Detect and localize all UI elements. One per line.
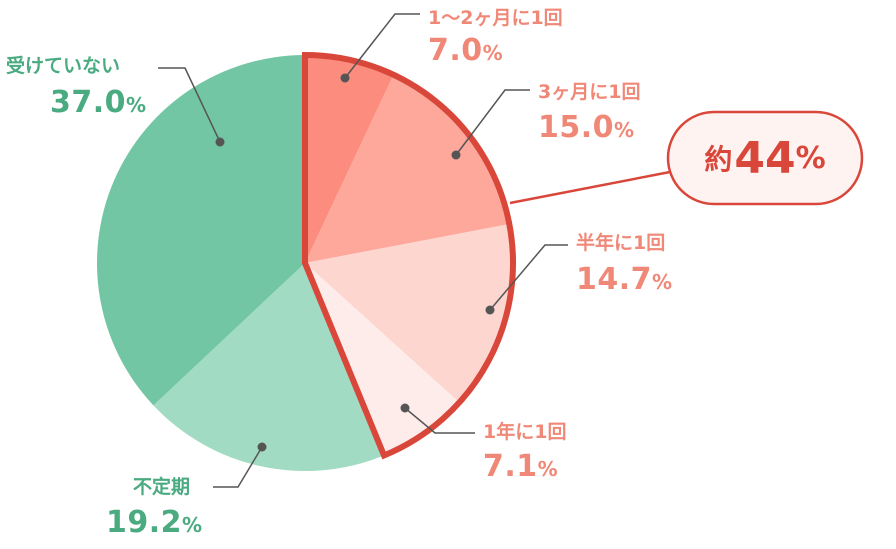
slice-value-half-year: 14.7% bbox=[576, 262, 673, 297]
leader-line-4 bbox=[213, 446, 263, 488]
slice-value-3-months: 15.0% bbox=[538, 110, 635, 145]
leader-dot-5 bbox=[215, 137, 225, 147]
pie-slice-0 bbox=[305, 55, 394, 263]
leader-dot-4 bbox=[257, 442, 267, 452]
slice-value-irregular: 19.2% bbox=[106, 505, 203, 540]
slice-label-not-receiving: 受けていない bbox=[6, 55, 121, 77]
slice-label-1-2-months: 1〜2ヶ月に1回 bbox=[428, 7, 563, 29]
leader-line-5 bbox=[158, 67, 221, 143]
leader-line-0 bbox=[344, 13, 420, 79]
pie-slice-2 bbox=[305, 224, 513, 403]
leader-line-2 bbox=[489, 244, 568, 311]
leader-dot-0 bbox=[340, 73, 350, 83]
leader-dot-2 bbox=[485, 305, 495, 315]
callout-connector bbox=[509, 170, 671, 205]
slice-label-1-year: 1年に1回 bbox=[483, 421, 567, 443]
pie-slice-5 bbox=[97, 55, 305, 406]
leader-dot-3 bbox=[400, 403, 410, 413]
slice-value-1-2-months: 7.0% bbox=[428, 33, 504, 68]
highlight-callout-text: 約 44% bbox=[704, 132, 826, 184]
leader-dot-1 bbox=[451, 150, 461, 160]
pie-slice-3 bbox=[305, 263, 460, 456]
slice-label-3-months: 3ヶ月に1回 bbox=[538, 81, 641, 103]
slice-label-half-year: 半年に1回 bbox=[576, 232, 666, 254]
highlight-border bbox=[302, 51, 516, 460]
highlight-callout-bubble bbox=[666, 110, 864, 206]
pie-slice-1 bbox=[305, 74, 510, 263]
slice-label-irregular: 不定期 bbox=[133, 476, 191, 498]
leader-line-1 bbox=[455, 89, 530, 156]
leader-line-3 bbox=[404, 407, 475, 434]
slice-value-1-year: 7.1% bbox=[483, 449, 559, 484]
slice-value-not-receiving: 37.0% bbox=[50, 85, 147, 120]
